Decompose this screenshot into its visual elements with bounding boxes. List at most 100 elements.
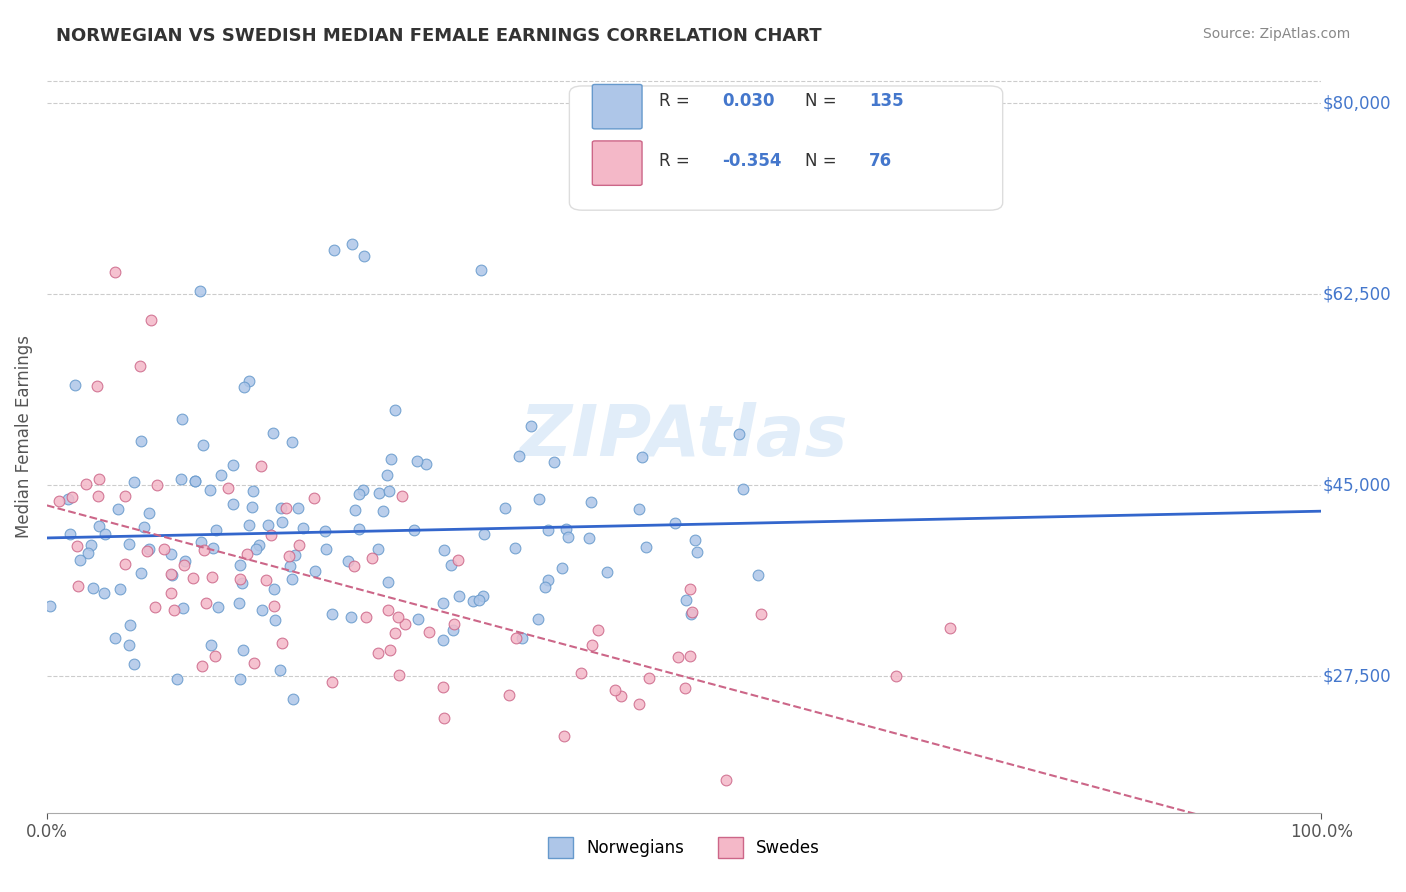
Swedes	[194, 596, 217, 610]
Swedes	[114, 489, 136, 503]
Swedes	[235, 547, 257, 561]
Swedes	[418, 624, 440, 639]
Norwegians	[118, 617, 141, 632]
Swedes	[354, 609, 377, 624]
Norwegians	[314, 524, 336, 538]
Norwegians	[271, 516, 294, 530]
Swedes	[498, 688, 520, 702]
Norwegians	[529, 492, 551, 507]
Norwegians	[402, 523, 425, 537]
Swedes	[145, 477, 167, 491]
Norwegians	[132, 519, 155, 533]
Norwegians	[321, 607, 343, 622]
Text: $45,000: $45,000	[1323, 476, 1391, 494]
Swedes	[628, 697, 651, 711]
Text: $27,500: $27,500	[1323, 667, 1391, 685]
Norwegians	[263, 582, 285, 596]
Text: N =: N =	[806, 92, 837, 110]
Norwegians	[304, 564, 326, 578]
Norwegians	[209, 467, 232, 482]
Swedes	[159, 585, 181, 599]
Swedes	[443, 616, 465, 631]
Norwegians	[184, 475, 207, 489]
Swedes	[75, 476, 97, 491]
Norwegians	[344, 502, 367, 516]
Norwegians	[551, 561, 574, 575]
Norwegians	[240, 500, 263, 514]
Swedes	[884, 669, 907, 683]
Swedes	[201, 569, 224, 583]
Norwegians	[238, 517, 260, 532]
Norwegians	[183, 475, 205, 489]
Swedes	[391, 489, 413, 503]
Text: NORWEGIAN VS SWEDISH MEDIAN FEMALE EARNINGS CORRELATION CHART: NORWEGIAN VS SWEDISH MEDIAN FEMALE EARNI…	[56, 27, 823, 45]
Norwegians	[232, 643, 254, 657]
Norwegians	[471, 589, 494, 603]
Swedes	[87, 489, 110, 503]
Norwegians	[537, 523, 560, 537]
Norwegians	[340, 236, 363, 251]
Norwegians	[543, 455, 565, 469]
Norwegians	[377, 574, 399, 589]
Swedes	[321, 674, 343, 689]
Norwegians	[353, 249, 375, 263]
Swedes	[288, 538, 311, 552]
Norwegians	[56, 492, 79, 507]
Swedes	[86, 379, 108, 393]
Swedes	[143, 600, 166, 615]
Y-axis label: Median Female Earnings: Median Female Earnings	[15, 334, 32, 538]
Swedes	[181, 571, 204, 585]
Swedes	[939, 621, 962, 635]
Norwegians	[579, 495, 602, 509]
Norwegians	[82, 581, 104, 595]
Swedes	[242, 656, 264, 670]
Swedes	[160, 566, 183, 581]
Swedes	[274, 501, 297, 516]
Norwegians	[470, 263, 492, 277]
Norwegians	[596, 566, 619, 580]
Norwegians	[160, 547, 183, 561]
Norwegians	[270, 501, 292, 516]
Text: R =: R =	[658, 92, 689, 110]
Norwegians	[188, 284, 211, 298]
Text: 0.030: 0.030	[723, 92, 775, 110]
Norwegians	[373, 503, 395, 517]
Norwegians	[122, 475, 145, 489]
Norwegians	[440, 558, 463, 572]
Norwegians	[631, 450, 654, 464]
Norwegians	[229, 673, 252, 687]
Norwegians	[281, 572, 304, 586]
Swedes	[277, 549, 299, 563]
Norwegians	[555, 522, 578, 536]
Norwegians	[107, 501, 129, 516]
Swedes	[586, 623, 609, 637]
Norwegians	[108, 582, 131, 596]
Norwegians	[247, 538, 270, 552]
Norwegians	[39, 599, 62, 614]
Norwegians	[262, 425, 284, 440]
Swedes	[679, 582, 702, 596]
Swedes	[388, 668, 411, 682]
Text: N =: N =	[806, 153, 837, 170]
Norwegians	[63, 378, 86, 392]
Swedes	[193, 543, 215, 558]
Norwegians	[201, 541, 224, 555]
Norwegians	[505, 541, 527, 555]
Swedes	[666, 649, 689, 664]
Norwegians	[636, 540, 658, 554]
Swedes	[387, 610, 409, 624]
Norwegians	[257, 517, 280, 532]
Swedes	[581, 638, 603, 652]
FancyBboxPatch shape	[569, 86, 1002, 211]
Swedes	[104, 265, 127, 279]
Swedes	[128, 359, 150, 373]
Norwegians	[198, 483, 221, 497]
Swedes	[48, 493, 70, 508]
Norwegians	[229, 558, 252, 573]
Norwegians	[683, 533, 706, 548]
Swedes	[152, 541, 174, 556]
Swedes	[571, 666, 593, 681]
Text: -0.354: -0.354	[723, 153, 782, 170]
Text: $62,500: $62,500	[1323, 285, 1391, 303]
Norwegians	[337, 554, 360, 568]
